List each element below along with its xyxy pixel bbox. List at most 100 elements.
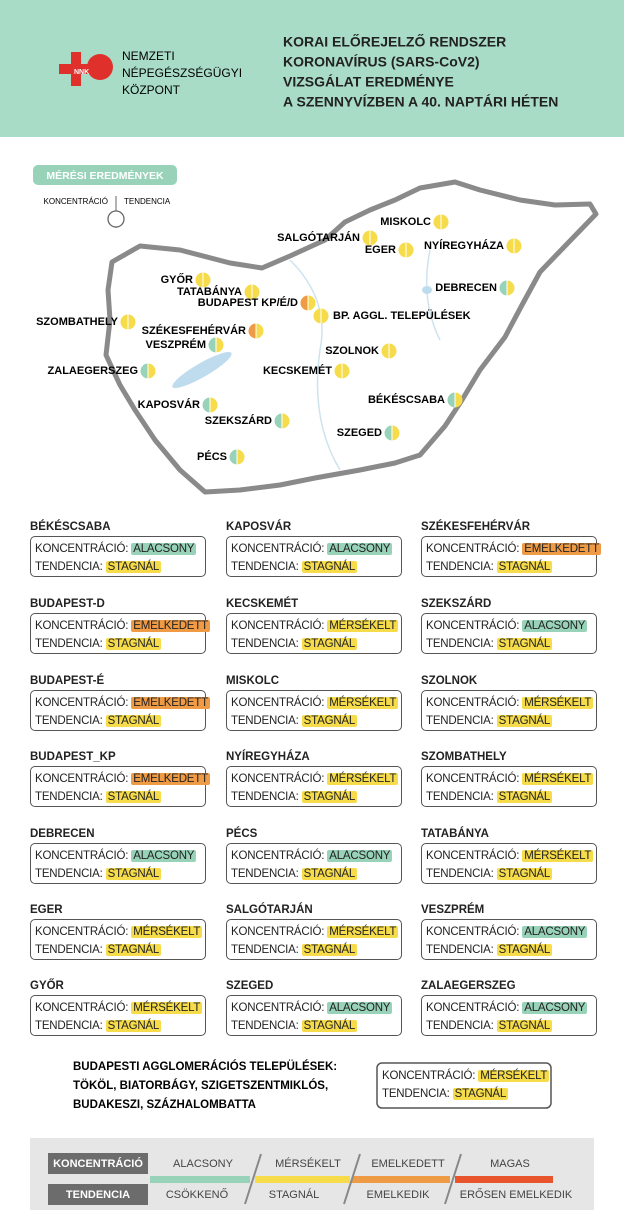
aggl-text: BUDAPESTI AGGLOMERÁCIÓS TELEPÜLÉSEK: bbox=[73, 1060, 337, 1073]
card-label: KONCENTRÁCIÓ: bbox=[35, 697, 129, 709]
concentration-value: MÉRSÉKELT bbox=[522, 850, 594, 862]
concentration-value: ALACSONY bbox=[522, 620, 588, 632]
card-box: KONCENTRÁCIÓ: EMELKEDETT TENDENCIA: STAGN… bbox=[30, 690, 210, 731]
tendency-value: STAGNÁL bbox=[105, 715, 162, 727]
marker-left bbox=[313, 308, 321, 324]
marker-right bbox=[256, 323, 264, 339]
card: NYÍREGYHÁZA KONCENTRÁCIÓ: MÉRSÉKELT TENDEN… bbox=[226, 750, 402, 807]
concentration-value: MÉRSÉKELT bbox=[131, 926, 203, 938]
card: SZÉKESFEHÉRVÁR KONCENTRÁCIÓ: EMELKEDETT TE… bbox=[421, 520, 601, 577]
card-line: KONCENTRÁCIÓ: MÉRSÉKELT bbox=[426, 770, 596, 788]
card-line: KONCENTRÁCIÓ: EMELKEDETT bbox=[35, 617, 210, 635]
card-label: KONCENTRÁCIÓ: bbox=[426, 850, 520, 862]
marker-right bbox=[210, 397, 218, 413]
card-line: TENDENCIA: STAGNÁL bbox=[382, 1085, 550, 1103]
city-label: ZALAEGERSZEG bbox=[48, 365, 138, 377]
city-label: VESZPRÉM bbox=[145, 338, 206, 351]
card-title: BÉKÉSCSABA bbox=[30, 521, 111, 533]
concentration-value: MÉRSÉKELT bbox=[478, 1070, 550, 1082]
concentration-value: EMELKEDETT bbox=[131, 697, 210, 709]
card-box: KONCENTRÁCIÓ: MÉRSÉKELT TENDENCIA: STAGNÁ… bbox=[30, 995, 206, 1036]
city-label: KECSKEMÉT bbox=[263, 364, 332, 377]
card: SALGÓTARJÁN KONCENTRÁCIÓ: MÉRSÉKELT TENDEN… bbox=[226, 903, 402, 960]
card-line: TENDENCIA: STAGNÁL bbox=[231, 865, 401, 883]
card-label: TENDENCIA: bbox=[35, 638, 103, 650]
card-title: GYŐR bbox=[30, 980, 64, 992]
card-label: TENDENCIA: bbox=[35, 791, 103, 803]
card-line: KONCENTRÁCIÓ: MÉRSÉKELT bbox=[231, 770, 401, 788]
concentration-value: ALACSONY bbox=[522, 926, 588, 938]
card-label: TENDENCIA: bbox=[231, 1020, 299, 1032]
marker-left bbox=[433, 214, 441, 230]
lake bbox=[422, 286, 432, 294]
card-label: KONCENTRÁCIÓ: bbox=[231, 773, 325, 785]
card-title: SZEKSZÁRD bbox=[421, 598, 492, 610]
marker-right bbox=[406, 242, 414, 258]
marker-left bbox=[140, 363, 148, 379]
legend-slash bbox=[444, 1153, 462, 1205]
card-box: KONCENTRÁCIÓ: ALACSONY TENDENCIA: STAGNÁL bbox=[30, 843, 206, 884]
river bbox=[289, 249, 441, 471]
city-label: SZOLNOK bbox=[325, 345, 379, 357]
card-title: NYÍREGYHÁZA bbox=[226, 751, 310, 763]
card-line: KONCENTRÁCIÓ: ALACSONY bbox=[35, 847, 205, 865]
card-box: KONCENTRÁCIÓ: EMELKEDETT TENDENCIA: STAGN… bbox=[30, 613, 210, 654]
tendency-value: STAGNÁL bbox=[105, 791, 162, 803]
legend-level: STAGNÁL bbox=[269, 1188, 320, 1201]
card-line: KONCENTRÁCIÓ: MÉRSÉKELT bbox=[231, 617, 401, 635]
card-line: KONCENTRÁCIÓ: EMELKEDETT bbox=[35, 770, 210, 788]
card-label: KONCENTRÁCIÓ: bbox=[382, 1070, 476, 1082]
legend-label: TENDENCIA bbox=[66, 1189, 130, 1201]
city-label: GYŐR bbox=[161, 273, 193, 286]
tendency-value: STAGNÁL bbox=[496, 944, 553, 956]
card-line: TENDENCIA: STAGNÁL bbox=[231, 635, 401, 653]
card-label: KONCENTRÁCIÓ: bbox=[426, 773, 520, 785]
card-title: SALGÓTARJÁN bbox=[226, 904, 313, 916]
card: MISKOLC KONCENTRÁCIÓ: MÉRSÉKELT TENDENCIA:… bbox=[226, 674, 402, 731]
card-line: TENDENCIA: STAGNÁL bbox=[35, 941, 205, 959]
card-label: KONCENTRÁCIÓ: bbox=[35, 543, 129, 555]
marker-left bbox=[195, 272, 203, 288]
concentration-value: EMELKEDETT bbox=[131, 773, 210, 785]
tendency-value: STAGNÁL bbox=[301, 791, 358, 803]
card-label: TENDENCIA: bbox=[231, 944, 299, 956]
concentration-value: MÉRSÉKELT bbox=[327, 620, 399, 632]
card-line: TENDENCIA: STAGNÁL bbox=[35, 712, 205, 730]
card-label: KONCENTRÁCIÓ: bbox=[231, 926, 325, 938]
lake bbox=[172, 351, 232, 389]
card-label: TENDENCIA: bbox=[426, 561, 494, 573]
card: BUDAPEST_KP KONCENTRÁCIÓ: EMELKEDETT TENDE… bbox=[30, 750, 210, 807]
card-label: TENDENCIA: bbox=[426, 791, 494, 803]
marker-left bbox=[244, 284, 252, 300]
card-label: KONCENTRÁCIÓ: bbox=[35, 620, 129, 632]
card-label: TENDENCIA: bbox=[231, 715, 299, 727]
title: VIZSGÁLAT EREDMÉNYE bbox=[283, 74, 454, 90]
city-label: BP. AGGL. TELEPÜLÉSEK bbox=[333, 309, 471, 322]
legend-level: ERŐSEN EMELKEDIK bbox=[460, 1187, 573, 1201]
card: BUDAPEST-D KONCENTRÁCIÓ: EMELKEDETT TENDEN… bbox=[30, 597, 210, 654]
aggl-content: KONCENTRÁCIÓ: MÉRSÉKELT TENDENCIA: STAGNÁ… bbox=[378, 1064, 550, 1105]
city-label: DEBRECEN bbox=[435, 282, 497, 294]
card-label: TENDENCIA: bbox=[426, 1020, 494, 1032]
card-label: TENDENCIA: bbox=[231, 561, 299, 573]
concentration-value: ALACSONY bbox=[131, 543, 197, 555]
legend-swatch bbox=[255, 1176, 350, 1183]
marker-left bbox=[384, 425, 392, 441]
card: SZEGED KONCENTRÁCIÓ: ALACSONY TENDENCIA: S… bbox=[226, 979, 402, 1036]
card-label: TENDENCIA: bbox=[231, 868, 299, 880]
marker-left bbox=[334, 363, 342, 379]
legend-level: ALACSONY bbox=[173, 1158, 234, 1170]
country-outline bbox=[103, 179, 599, 495]
tendency-value: STAGNÁL bbox=[301, 715, 358, 727]
tendency-value: STAGNÁL bbox=[105, 1020, 162, 1032]
marker-right bbox=[282, 413, 290, 429]
tendency-value: STAGNÁL bbox=[301, 944, 358, 956]
aggl-text: TÖKÖL, BIATORBÁGY, SZIGETSZENTMIKLÓS, bbox=[73, 1079, 328, 1092]
card-line: TENDENCIA: STAGNÁL bbox=[35, 635, 205, 653]
card-line: TENDENCIA: STAGNÁL bbox=[231, 712, 401, 730]
card-label: KONCENTRÁCIÓ: bbox=[35, 1002, 129, 1014]
card-label: TENDENCIA: bbox=[426, 638, 494, 650]
card-label: KONCENTRÁCIÓ: bbox=[426, 543, 520, 555]
marker-right bbox=[216, 337, 224, 353]
card-line: KONCENTRÁCIÓ: ALACSONY bbox=[35, 540, 205, 558]
